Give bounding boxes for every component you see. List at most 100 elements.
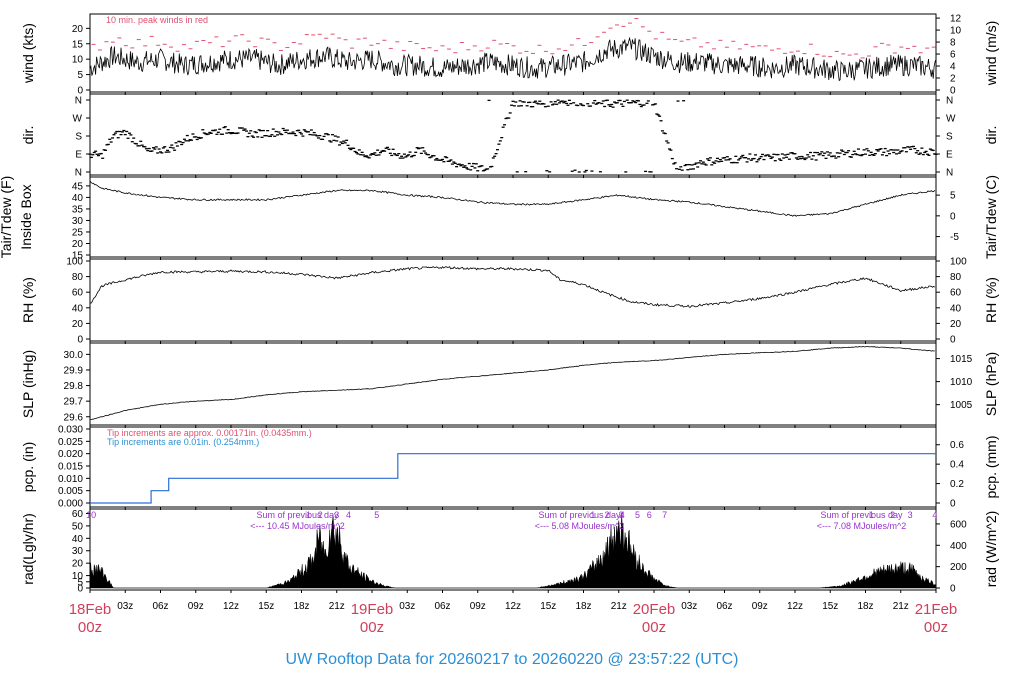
x-day-label: 19Feb: [351, 601, 394, 618]
rad-marker: 5: [635, 510, 640, 520]
temp-ytick-right-label: -5: [950, 232, 959, 243]
pcp-ytick-label: 0.030: [58, 425, 83, 436]
temp-ytick-label: 15: [72, 251, 84, 262]
x-hour-label: 06z: [152, 601, 168, 612]
wind-ytick-label: 15: [72, 39, 84, 50]
rh-ytick-right-label: 100: [950, 257, 967, 268]
pcp-note-2: Tip increments are 0.01in. (0.254mm.): [107, 437, 259, 447]
x-hour-label: 12z: [223, 601, 239, 612]
wind-ylabel-left: wind (kts): [20, 23, 36, 84]
x-axis: 03z 06z 09z 12z 15z 18z 21z 03z 06z 09z 12z 15z 18z 2…: [69, 601, 958, 636]
pcp-ytick-label: 0.000: [58, 499, 83, 510]
temp-ytick-right-label: 0: [950, 211, 956, 222]
wind-ytick-right-label: 10: [950, 26, 962, 37]
rh-ytick-right-label: 40: [950, 303, 962, 314]
x-hour-label: 18z: [575, 601, 591, 612]
rh-frame: [89, 258, 937, 342]
rad-ytick-label: 0: [77, 584, 83, 595]
x-day-label: 18Feb: [69, 601, 112, 618]
pcp-ytick-label: 0.025: [58, 437, 83, 448]
rad-marker: 4: [346, 510, 351, 520]
panel-slp: 29.6 29.7 29.8 29.9 30.0 1005 1010 1015 SLP (inH…: [20, 342, 999, 428]
rad-marker: 7: [662, 510, 667, 520]
slp-ytick-label: 30.0: [64, 350, 84, 361]
slp-ytick-label: 29.6: [64, 412, 84, 423]
pcp-ytick-label: 0.020: [58, 449, 83, 460]
temp-ytick-label: 35: [72, 204, 84, 215]
x-hour-label: 21z: [329, 601, 345, 612]
pcp-note-1: Tip increments are approx. 0.00171in. (0…: [107, 428, 312, 438]
x-day-time-label: 00z: [78, 619, 102, 636]
temp-ylabel-right: Tair/Tdew (C): [983, 175, 999, 259]
x-hour-label: 15z: [258, 601, 274, 612]
tair-line: [89, 180, 936, 217]
temp-ytick-label: 25: [72, 227, 84, 238]
pcp-ytick-right-label: 0.4: [950, 460, 964, 471]
rh-ytick-right-label: 80: [950, 272, 962, 283]
x-hour-label: 06z: [434, 601, 450, 612]
x-hour-label: 21z: [893, 601, 909, 612]
dir-ylabel-right: dir.: [983, 126, 999, 145]
slp-ytick-label: 29.8: [64, 381, 84, 392]
rad-ylabel-left: rad(Lgly/hr): [20, 513, 36, 585]
x-hour-label: 06z: [716, 601, 732, 612]
wind-ytick-right-label: 0: [950, 86, 956, 97]
slp-ytick-right-label: 1010: [950, 377, 973, 388]
x-day-label: 20Feb: [633, 601, 676, 618]
wind-ytick-label: 10: [72, 55, 84, 66]
rad-marker: 4: [932, 510, 937, 520]
x-hour-label: 21z: [611, 601, 627, 612]
rad-marker: 10: [86, 510, 96, 520]
rh-ytick-right-label: 0: [950, 335, 956, 346]
rad-marker: 1: [306, 510, 311, 520]
temp-ylabel-left-2: Inside Box: [18, 184, 34, 249]
rad-area: [89, 512, 937, 589]
pcp-line: [90, 453, 936, 504]
x-day-time-label: 00z: [360, 619, 384, 636]
rad-marker: 5: [374, 510, 379, 520]
temp-frame: [89, 176, 937, 258]
chart-title: UW Rooftop Data for 20260217 to 20260220…: [286, 651, 739, 668]
rad-marker: 1: [590, 510, 595, 520]
temp-ytick-label: 20: [72, 239, 84, 250]
rad-sum-value: <--- 7.08 MJoules/m^2: [817, 521, 907, 531]
rad-ytick-right-label: 600: [950, 519, 967, 530]
x-hour-label: 18z: [293, 601, 309, 612]
dir-ytick-label: N: [75, 96, 82, 107]
dir-ytick-right-label: W: [946, 114, 956, 125]
rad-ytick-right-label: 400: [950, 541, 967, 552]
x-hour-label: 09z: [188, 601, 204, 612]
rh-ylabel-right: RH (%): [983, 277, 999, 323]
rh-ytick-label: 20: [72, 319, 84, 330]
x-hour-label: 03z: [117, 601, 133, 612]
x-hour-label: 15z: [822, 601, 838, 612]
slp-ytick-label: 29.9: [64, 365, 84, 376]
pcp-ytick-right-label: 0.6: [950, 440, 964, 451]
x-day-time-label: 00z: [642, 619, 666, 636]
rad-ylabel-right: rad (W/m^2): [983, 511, 999, 588]
wind-ylabel-right: wind (m/s): [983, 21, 999, 87]
rad-ytick-right-label: 200: [950, 562, 967, 573]
rad-ytick-label: 10: [72, 571, 84, 582]
x-hour-label: 15z: [540, 601, 556, 612]
temp-ylabel-left-1: Tair/Tdew (F): [0, 176, 14, 258]
rh-ytick-right-label: 20: [950, 319, 962, 330]
rad-ytick-label: 5: [77, 577, 83, 588]
wind-ytick-right-label: 12: [950, 14, 962, 25]
rad-marker: 2: [318, 510, 323, 520]
rad-marker: 6: [647, 510, 652, 520]
dir-ylabel-left: dir.: [20, 126, 36, 145]
wind-ytick-right-label: 6: [950, 50, 956, 61]
rh-ytick-label: 40: [72, 303, 84, 314]
rh-ytick-label: 100: [66, 257, 83, 268]
rad-sum-value: <--- 10.45 MJoules/m^2: [250, 521, 345, 531]
rh-ytick-right-label: 60: [950, 288, 962, 299]
rad-sum-title: Sum of previous day: [256, 510, 339, 520]
wind-ytick-right-label: 2: [950, 74, 956, 85]
dir-ytick-right-label: S: [946, 132, 953, 143]
slp-ytick-label: 29.7: [64, 397, 84, 408]
